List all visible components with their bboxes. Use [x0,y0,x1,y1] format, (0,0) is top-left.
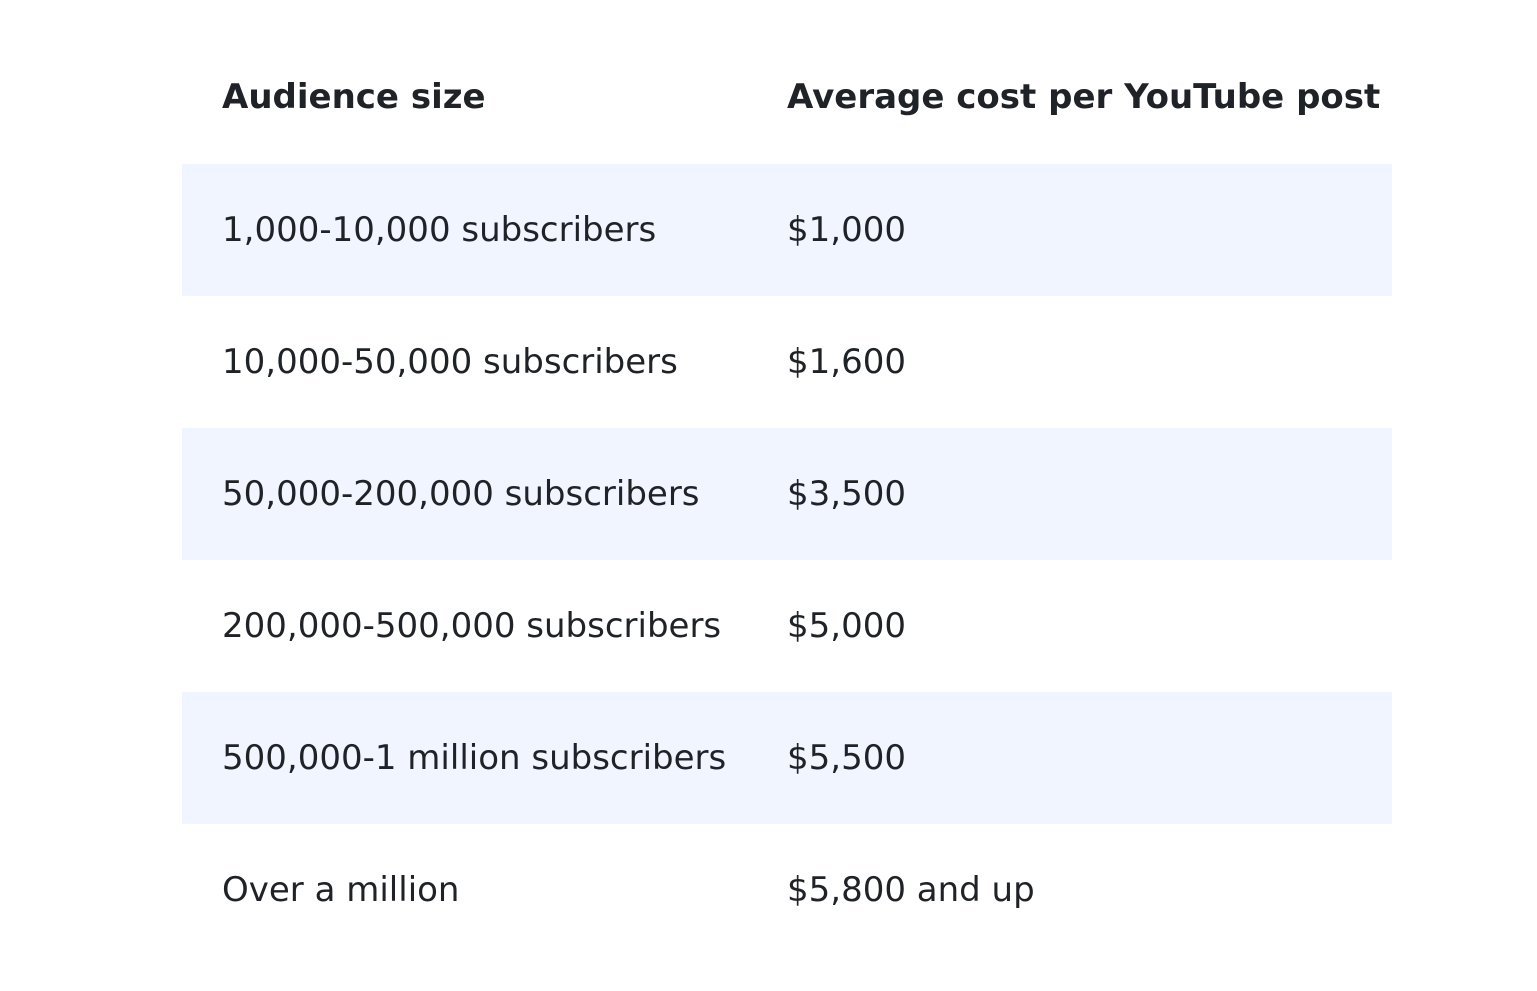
pricing-table: Audience size Average cost per YouTube p… [182,30,1392,956]
average-cost-cell: $5,500 [787,738,906,778]
average-cost-cell: $5,000 [787,606,906,646]
average-cost-cell: $1,000 [787,210,906,250]
average-cost-cell: $3,500 [787,474,906,514]
column-header-average-cost: Average cost per YouTube post [787,77,1381,117]
table-row: 50,000-200,000 subscribers $3,500 [182,428,1392,560]
audience-size-cell: 500,000-1 million subscribers [222,738,727,778]
average-cost-cell: $5,800 and up [787,870,1035,910]
column-header-audience-size: Audience size [222,77,486,117]
average-cost-cell: $1,600 [787,342,906,382]
table-row: 10,000-50,000 subscribers $1,600 [182,296,1392,428]
audience-size-cell: 10,000-50,000 subscribers [222,342,678,382]
table-row: 1,000-10,000 subscribers $1,000 [182,164,1392,296]
audience-size-cell: 200,000-500,000 subscribers [222,606,722,646]
table-row: Over a million $5,800 and up [182,824,1392,956]
audience-size-cell: 50,000-200,000 subscribers [222,474,700,514]
table-row: 500,000-1 million subscribers $5,500 [182,692,1392,824]
audience-size-cell: Over a million [222,870,460,910]
audience-size-cell: 1,000-10,000 subscribers [222,210,657,250]
table-header-row: Audience size Average cost per YouTube p… [182,30,1392,164]
table-row: 200,000-500,000 subscribers $5,000 [182,560,1392,692]
